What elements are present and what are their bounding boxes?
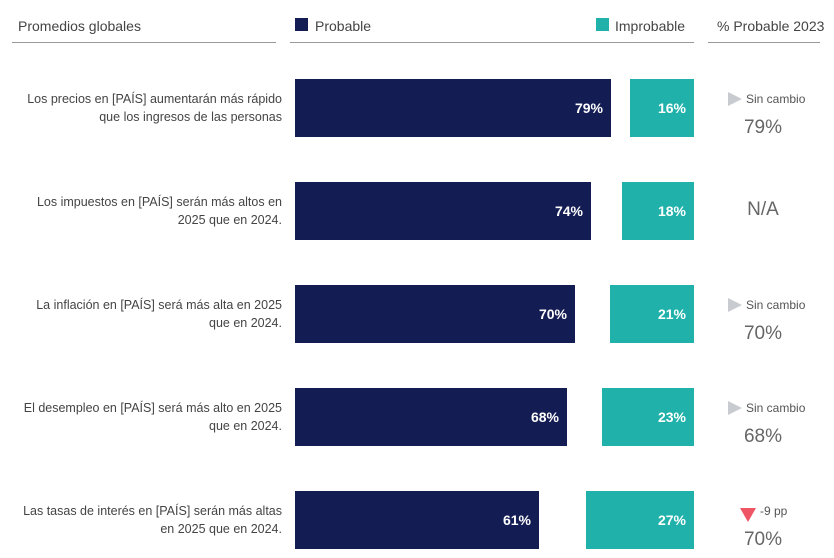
legend-probable-label: Probable: [315, 18, 372, 34]
prev-year-title: % Probable 2023: [717, 18, 825, 34]
improbable-value-label: 18%: [658, 203, 687, 219]
improbable-value-label: 21%: [658, 306, 687, 322]
prev-2023-value: 79%: [743, 117, 783, 138]
title-rule: [12, 42, 276, 43]
prev-2023-value: N/A: [747, 199, 779, 220]
prev-2023-value: 70%: [743, 529, 783, 550]
probable-value-label: 74%: [555, 203, 584, 219]
row-label: Los impuestos en [PAÍS] serán más altos …: [12, 193, 282, 229]
no-change-triangle-icon: [728, 298, 742, 312]
change-label: -9 pp: [760, 504, 788, 518]
legend-improbable-label: Improbable: [615, 18, 686, 34]
probable-value-label: 68%: [531, 409, 560, 425]
change-label: Sin cambio: [746, 92, 806, 106]
row-label-line: Los impuestos en [PAÍS] serán más altos …: [36, 195, 282, 209]
chart-title: Promedios globales: [18, 18, 141, 34]
improbable-bar: [630, 79, 694, 137]
probable-value-label: 61%: [503, 512, 532, 528]
improbable-bar: [586, 491, 694, 549]
legend-probable-swatch: [295, 18, 308, 31]
probable-bar: [295, 388, 567, 446]
no-change-triangle-icon: [728, 92, 742, 106]
probable-value-label: 70%: [539, 306, 568, 322]
improbable-value-label: 27%: [658, 512, 687, 528]
improbable-bar: [610, 285, 694, 343]
row-label-line: que en 2024.: [209, 316, 282, 330]
probable-bar: [295, 285, 575, 343]
probable-value-label: 79%: [575, 100, 604, 116]
row-label-line: 2025 que en 2024.: [177, 213, 282, 227]
row-label-line: Los precios en [PAÍS] aumentarán más ráp…: [27, 92, 282, 106]
improbable-value-label: 23%: [658, 409, 687, 425]
change-label: Sin cambio: [746, 401, 806, 415]
row-label: Las tasas de interés en [PAÍS] serán más…: [12, 502, 282, 538]
change-label: Sin cambio: [746, 298, 806, 312]
probable-bar: [295, 182, 591, 240]
improbable-value-label: 16%: [658, 100, 687, 116]
row-label-line: en 2025 que en 2024.: [160, 522, 282, 536]
row-label: Los precios en [PAÍS] aumentarán más ráp…: [12, 90, 282, 126]
prev-2023-value: 68%: [743, 426, 783, 447]
row-label-line: que en 2024.: [209, 419, 282, 433]
row-label-line: El desempleo en [PAÍS] será más alto en …: [23, 401, 282, 415]
probable-bar: [295, 491, 539, 549]
legend-improbable-swatch: [596, 18, 609, 31]
row-label: El desempleo en [PAÍS] será más alto en …: [12, 399, 282, 435]
row-label-line: que los ingresos de las personas: [99, 110, 282, 124]
down-triangle-icon: [740, 508, 756, 522]
no-change-triangle-icon: [728, 401, 742, 415]
prev-2023-value: 70%: [743, 323, 783, 344]
improbable-bar: [602, 388, 694, 446]
legend-rule: [290, 42, 694, 43]
probable-bar: [295, 79, 611, 137]
row-label: La inflación en [PAÍS] será más alta en …: [12, 296, 282, 332]
row-label-line: La inflación en [PAÍS] será más alta en …: [36, 298, 282, 312]
row-label-line: Las tasas de interés en [PAÍS] serán más…: [23, 504, 282, 518]
improbable-bar: [622, 182, 694, 240]
prev-year-rule: [708, 42, 820, 43]
